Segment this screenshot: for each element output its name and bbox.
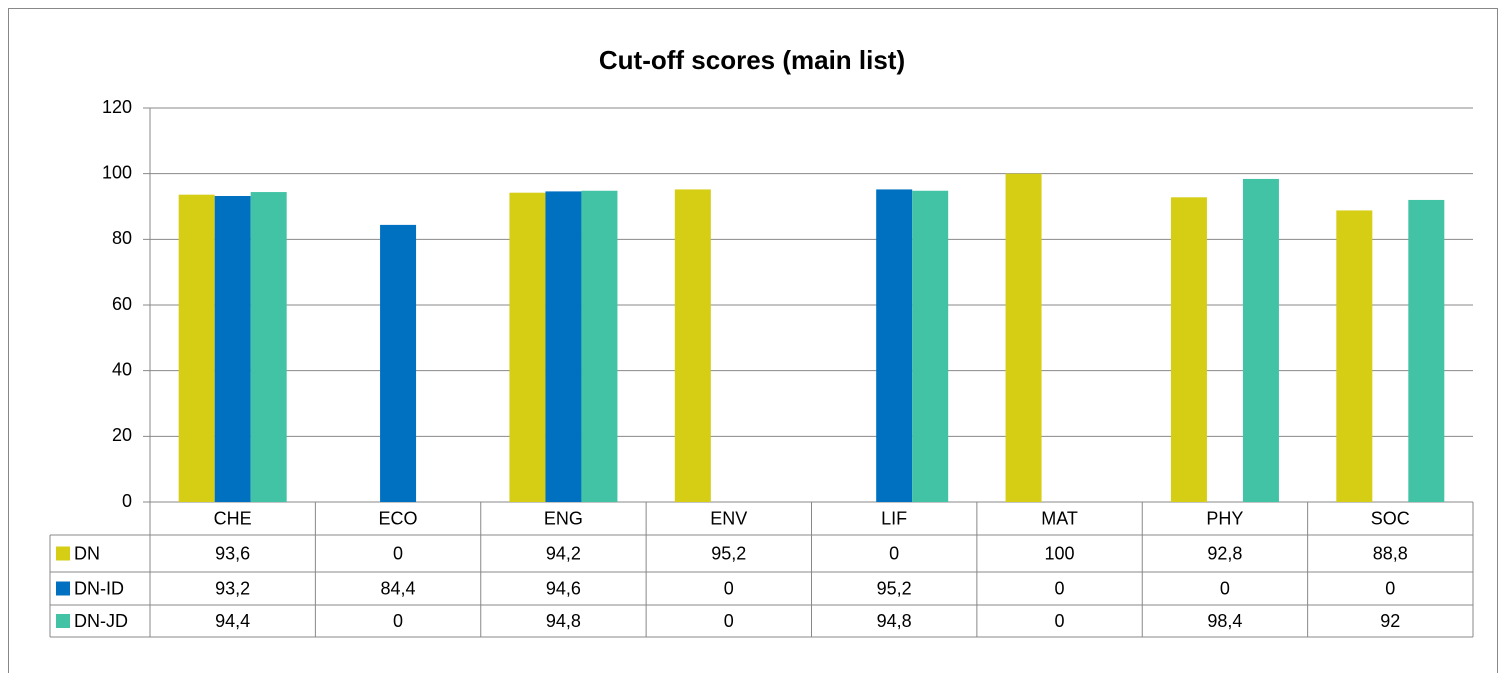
bar xyxy=(380,224,417,503)
x-tick-label: LIF xyxy=(881,508,907,528)
data-label: 0 xyxy=(889,543,899,563)
data-label: 92,8 xyxy=(1207,543,1242,563)
bar xyxy=(1408,199,1445,502)
x-tick-label: ECO xyxy=(379,508,418,528)
y-tick-label: 20 xyxy=(112,425,132,445)
legend-swatch xyxy=(56,614,70,628)
data-label: 94,4 xyxy=(215,611,250,631)
data-label: 0 xyxy=(1220,578,1230,598)
y-tick-label: 100 xyxy=(102,162,132,182)
x-tick-label: MAT xyxy=(1041,508,1078,528)
data-label: 0 xyxy=(1385,578,1395,598)
x-tick-label: ENV xyxy=(710,508,747,528)
data-label: 84,4 xyxy=(381,578,416,598)
y-tick-label: 80 xyxy=(112,228,132,248)
bar xyxy=(1170,197,1207,502)
data-label: 0 xyxy=(1055,611,1065,631)
bar xyxy=(876,189,913,502)
legend-label: DN xyxy=(74,543,100,563)
data-label: 98,4 xyxy=(1207,611,1242,631)
data-label: 92 xyxy=(1380,611,1400,631)
data-label: 0 xyxy=(724,578,734,598)
data-label: 95,2 xyxy=(711,543,746,563)
data-label: 94,2 xyxy=(546,543,581,563)
data-label: 100 xyxy=(1045,543,1075,563)
data-label: 93,2 xyxy=(215,578,250,598)
x-tick-label: CHE xyxy=(214,508,252,528)
data-label: 0 xyxy=(724,611,734,631)
bar xyxy=(509,192,546,502)
data-label: 94,6 xyxy=(546,578,581,598)
x-tick-label: PHY xyxy=(1206,508,1243,528)
y-tick-label: 120 xyxy=(102,97,132,117)
legend-label: DN-JD xyxy=(74,611,128,631)
legend-swatch xyxy=(56,546,70,561)
data-label: 0 xyxy=(393,543,403,563)
x-tick-label: ENG xyxy=(544,508,583,528)
legend-label: DN-ID xyxy=(74,578,124,598)
data-label: 94,8 xyxy=(546,611,581,631)
bar xyxy=(214,195,251,502)
bar xyxy=(912,190,949,503)
x-tick-label: SOC xyxy=(1371,508,1410,528)
bar xyxy=(674,189,711,502)
bar xyxy=(178,194,215,502)
data-label: 88,8 xyxy=(1373,543,1408,563)
bar xyxy=(1242,178,1279,503)
bar xyxy=(250,192,287,502)
chart-title: Cut-off scores (main list) xyxy=(599,45,905,75)
data-label: 93,6 xyxy=(215,543,250,563)
data-label: 95,2 xyxy=(877,578,912,598)
legend-swatch xyxy=(56,581,70,596)
y-tick-label: 60 xyxy=(112,294,132,314)
bar xyxy=(1005,173,1042,502)
bar xyxy=(581,190,618,503)
bar xyxy=(545,191,582,502)
data-label: 0 xyxy=(1055,578,1065,598)
y-tick-label: 0 xyxy=(122,491,132,511)
bar xyxy=(1336,210,1373,502)
data-label: 94,8 xyxy=(877,611,912,631)
data-label: 0 xyxy=(393,611,403,631)
y-tick-label: 40 xyxy=(112,359,132,379)
